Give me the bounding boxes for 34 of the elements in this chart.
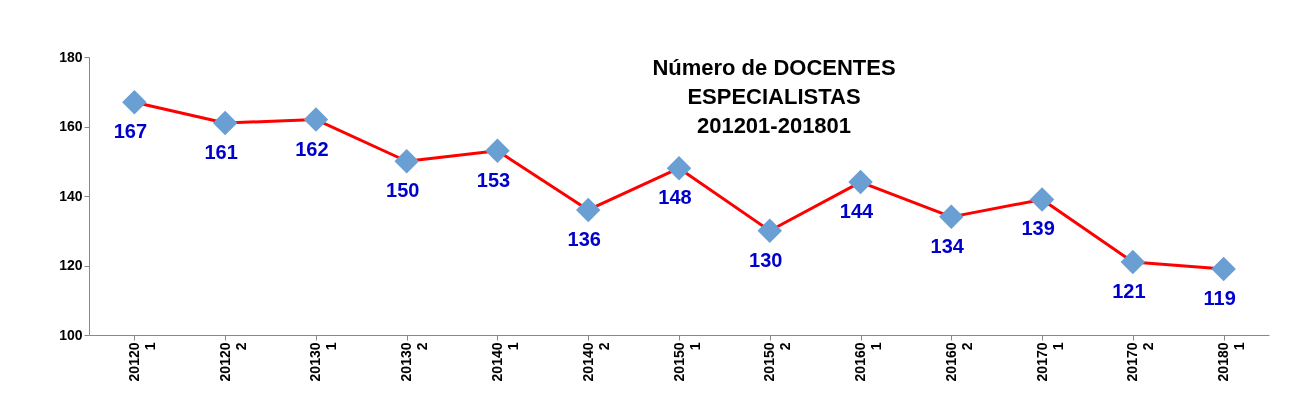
- data-label: 148: [658, 186, 692, 209]
- data-label: 119: [1203, 286, 1236, 309]
- y-tick-label: 180: [59, 48, 83, 65]
- x-tick-label: 201502: [761, 342, 794, 382]
- y-tick-label: 120: [59, 257, 83, 273]
- x-tick-label: 201501: [670, 342, 703, 382]
- x-tick-label: 201201: [125, 342, 158, 382]
- data-label: 136: [567, 227, 601, 250]
- data-label: 167: [113, 120, 148, 143]
- text: 201201-201801: [696, 113, 852, 138]
- data-label: 121: [1112, 280, 1146, 303]
- text: ESPECIALISTAS: [687, 84, 861, 109]
- x-tick-label: 201301: [307, 342, 340, 382]
- text: Número de DOCENTES: [652, 55, 896, 80]
- x-tick-label: 201202: [216, 342, 249, 382]
- x-tick-label: 201601: [852, 342, 885, 382]
- x-tick-label: 201701: [1033, 342, 1066, 382]
- y-tick-label: 160: [59, 118, 83, 134]
- x-tick-label: 201801: [1215, 342, 1248, 382]
- x-tick-label: 201402: [579, 342, 612, 382]
- data-label: 162: [295, 137, 329, 160]
- data-label: 130: [749, 248, 783, 271]
- data-label: 153: [476, 168, 511, 191]
- x-tick-label: 201302: [398, 342, 431, 382]
- data-label: 144: [839, 200, 875, 223]
- x-tick-label: 201602: [942, 342, 975, 382]
- x-tick-label: 201702: [1124, 342, 1157, 382]
- y-tick-label: 100: [59, 326, 83, 343]
- data-label: 150: [386, 179, 420, 202]
- y-tick-label: 140: [59, 187, 83, 204]
- data-label: 139: [1021, 217, 1055, 240]
- data-label: 134: [930, 234, 965, 257]
- data-label: 161: [204, 141, 238, 164]
- x-tick-label: 201401: [488, 342, 521, 382]
